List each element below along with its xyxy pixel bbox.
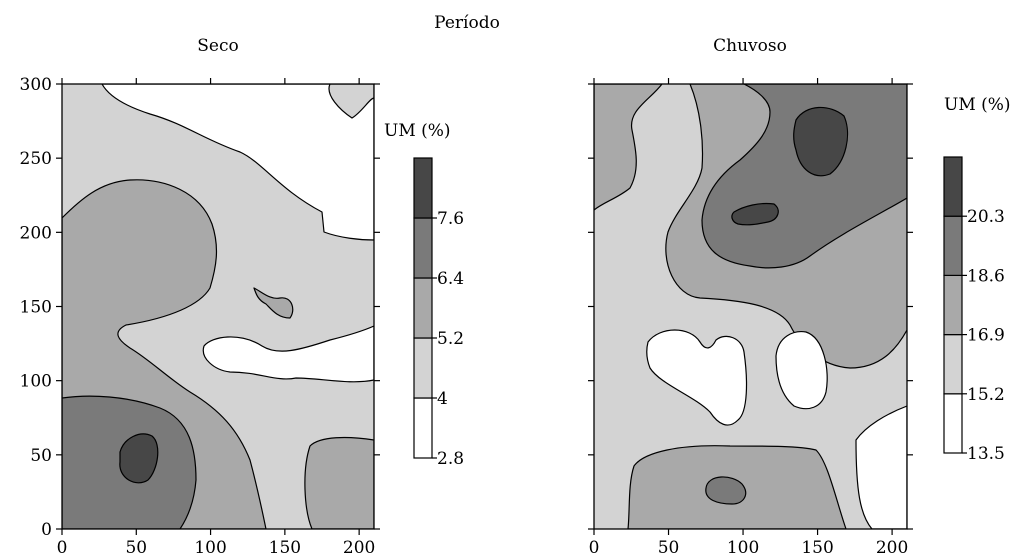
y-tick-label: 300 [20, 75, 52, 95]
colorbar-tick-label: 7.6 [437, 209, 464, 229]
axes-seco: 0 50 100 150 200 0 50 100 150 200 250 300 [20, 75, 380, 558]
contour-map-chuvoso [594, 84, 907, 529]
colorbar-swatch [413, 277, 433, 339]
x-tick-label: 50 [125, 538, 147, 558]
x-tick-label: 100 [727, 538, 759, 558]
colorbar-swatch [413, 337, 433, 399]
x-tick-label: 200 [343, 538, 375, 558]
contour-region-low-right [855, 405, 907, 529]
colorbar-tick-label: 18.6 [967, 266, 1005, 286]
colorbar-swatch [943, 274, 963, 336]
colorbar-tick-label: 4 [437, 389, 448, 409]
colorbar-tick-label: 20.3 [967, 207, 1005, 227]
x-tick-label: 150 [801, 538, 833, 558]
y-tick-label: 100 [20, 372, 52, 392]
contour-region-low-center [202, 325, 374, 383]
colorbar-seco: UM (%) 2.8 4 5.2 6.4 7.6 [384, 121, 464, 469]
panel-title-chuvoso: Chuvoso [713, 36, 787, 56]
y-tick-label: 150 [20, 298, 52, 318]
contour-region-low-top [101, 84, 374, 241]
y-tick-label: 0 [41, 520, 52, 540]
colorbar-swatch [413, 397, 433, 459]
contour-region-peak-small [731, 202, 779, 226]
colorbar-chuvoso: UM (%) 13.5 15.2 16.9 18.6 20.3 [943, 95, 1011, 464]
y-tick-label: 250 [20, 149, 52, 169]
contour-region-peak-top [793, 106, 849, 177]
colorbar-tick-label: 5.2 [437, 329, 464, 349]
colorbar-tick-label: 16.9 [967, 326, 1005, 346]
colorbar-swatch [943, 215, 963, 276]
panel-title-seco: Seco [197, 36, 238, 56]
colorbar-swatch [943, 334, 963, 395]
colorbar-swatch [943, 156, 963, 217]
colorbar-swatch [413, 217, 433, 279]
x-tick-label: 100 [194, 538, 226, 558]
contour-region-corner [328, 84, 374, 119]
x-tick-label: 150 [269, 538, 301, 558]
contour-region-peak [119, 433, 159, 484]
colorbar-swatch [413, 157, 433, 219]
colorbar-tick-label: 15.2 [967, 385, 1005, 405]
y-tick-label: 50 [30, 446, 52, 466]
x-tick-label: 200 [876, 538, 908, 558]
y-tick-label: 200 [20, 223, 52, 243]
contour-region-mid-right [304, 436, 374, 529]
panel-chuvoso: Chuvoso 0 50 100 150 200 UM ( [588, 36, 1011, 558]
contour-region-low-center [775, 331, 828, 410]
x-tick-label: 50 [658, 538, 680, 558]
x-tick-label: 0 [57, 538, 68, 558]
contour-map-seco [62, 84, 374, 529]
contour-region-low-left [646, 329, 748, 426]
colorbar-tick-label: 6.4 [437, 269, 464, 289]
colorbar-title-chuvoso: UM (%) [944, 95, 1011, 115]
contour-region-high-bottom [705, 476, 747, 505]
colorbar-tick-label: 13.5 [967, 444, 1005, 464]
contour-region-mid-small [253, 287, 294, 319]
colorbar-tick-label: 2.8 [437, 449, 464, 469]
colorbar-swatch [943, 393, 963, 454]
figure-supertitle: Período [434, 13, 500, 33]
contour-region-mid-topleft [594, 84, 663, 211]
colorbar-title-seco: UM (%) [384, 121, 451, 141]
axes-chuvoso: 0 50 100 150 200 [588, 78, 913, 558]
x-tick-label: 0 [589, 538, 600, 558]
